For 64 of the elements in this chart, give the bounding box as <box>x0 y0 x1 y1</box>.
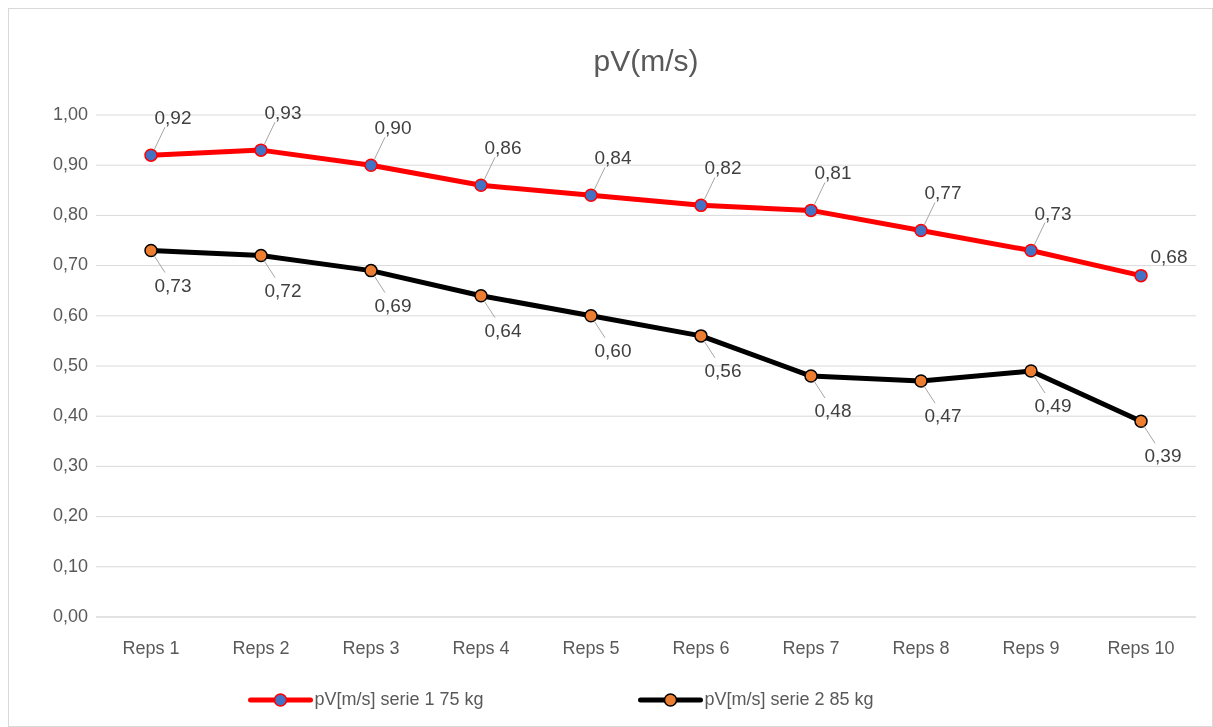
x-tick-label: Reps 2 <box>232 637 290 658</box>
data-label: 0,68 <box>1150 245 1188 267</box>
point <box>914 223 928 238</box>
data-label: 0,48 <box>814 400 852 422</box>
x-tick-label: Reps 8 <box>892 637 950 658</box>
point <box>694 329 708 343</box>
data-label: 0,72 <box>264 279 302 301</box>
data-label: 0,64 <box>484 319 522 341</box>
data-label: 0,39 <box>1144 445 1182 467</box>
point <box>1024 243 1038 258</box>
data-label: 0,60 <box>594 339 632 361</box>
data-label: 0,86 <box>484 137 522 159</box>
point <box>914 374 928 388</box>
point <box>254 248 268 263</box>
data-label: 0,47 <box>924 405 962 427</box>
point <box>1134 268 1148 283</box>
x-tick-label: Reps 3 <box>342 637 400 658</box>
data-label: 0,73 <box>154 274 192 296</box>
x-tick-label: Reps 4 <box>452 637 510 658</box>
x-tick-label: Reps 6 <box>672 637 730 658</box>
y-tick-label: 0,80 <box>52 204 88 225</box>
y-tick-label: 0,40 <box>52 404 88 425</box>
y-tick-label: 1,00 <box>52 103 88 124</box>
data-label: 0,77 <box>924 182 962 204</box>
data-label: 0,49 <box>1034 395 1072 417</box>
data-label: 0,69 <box>374 294 412 316</box>
y-tick-label: 0,20 <box>52 505 88 526</box>
x-tick-label: Reps 10 <box>1107 637 1175 658</box>
point <box>584 309 598 323</box>
legend-label: pV[m/s] serie 2 85 kg <box>704 688 874 709</box>
point <box>144 243 158 258</box>
point <box>804 369 818 383</box>
y-tick-label: 0,90 <box>52 153 88 174</box>
chart-title: pV(m/s) <box>593 43 699 77</box>
y-tick-label: 0,60 <box>52 304 88 325</box>
y-tick-label: 0,30 <box>52 455 88 476</box>
x-tick-label: Reps 5 <box>562 637 620 658</box>
point <box>364 263 378 278</box>
y-tick-label: 0,00 <box>52 605 88 626</box>
data-label: 0,81 <box>814 162 852 184</box>
data-label: 0,84 <box>594 147 632 169</box>
y-tick-label: 0,50 <box>52 354 88 375</box>
point <box>1134 414 1148 428</box>
data-label: 0,90 <box>374 117 412 139</box>
data-label: 0,73 <box>1034 202 1072 224</box>
data-label: 0,56 <box>704 359 742 381</box>
data-label: 0,93 <box>264 102 302 124</box>
point <box>1024 364 1038 378</box>
point <box>804 203 818 218</box>
point <box>474 178 488 193</box>
y-tick-label: 0,70 <box>52 254 88 275</box>
point <box>364 158 378 172</box>
x-tick-label: Reps 7 <box>782 637 840 658</box>
point <box>584 188 598 203</box>
point <box>474 288 488 303</box>
legend-label: pV[m/s] serie 1 75 kg <box>314 688 484 709</box>
data-label: 0,82 <box>704 157 742 179</box>
y-tick-label: 0,10 <box>52 555 88 576</box>
data-label: 0,92 <box>154 107 192 129</box>
x-tick-label: Reps 1 <box>122 637 180 658</box>
point <box>254 143 268 157</box>
x-tick-label: Reps 9 <box>1002 637 1060 658</box>
point <box>144 148 158 162</box>
point <box>694 198 708 213</box>
